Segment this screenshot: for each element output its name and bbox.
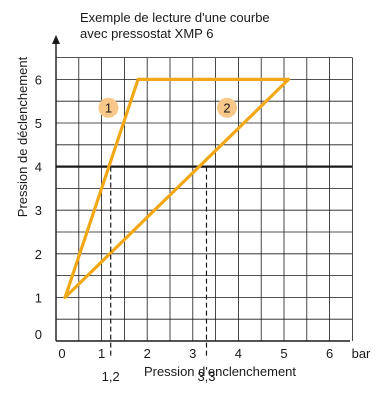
- grid: [56, 57, 353, 341]
- series-line-2: [63, 77, 291, 299]
- x-axis-label: Pression d'enclenchement: [144, 364, 296, 379]
- y-tick-label: 2: [35, 247, 42, 262]
- series-marker-2: [217, 97, 237, 118]
- reading-label: 3,3: [197, 369, 215, 384]
- series-marker-1: [98, 97, 119, 118]
- x-tick-label: 2: [144, 346, 151, 361]
- x-tick-label: 4: [235, 346, 242, 361]
- x-tick-label: 3: [189, 346, 196, 361]
- chart-title-line: avec pressostat XMP 6: [80, 26, 213, 41]
- y-axis-arrow: [52, 35, 60, 44]
- curves: [63, 77, 291, 299]
- series-marker-label-2: 2: [223, 101, 230, 116]
- y-tick-label: 0: [35, 327, 42, 342]
- y-tick-label: 4: [35, 160, 42, 175]
- y-tick-label: 1: [35, 290, 42, 305]
- y-axis-label: Pression de déclenchement: [15, 56, 30, 217]
- series-marker-label-1: 1: [105, 101, 112, 116]
- x-unit-label: bar: [352, 346, 371, 361]
- axes: [52, 35, 350, 342]
- x-tick-label: 5: [280, 346, 287, 361]
- y-tick-label: 5: [35, 116, 42, 131]
- readings: 1,2 3,3: [102, 166, 216, 384]
- x-tick-label: 0: [58, 346, 65, 361]
- y-tick-label: 6: [35, 72, 42, 87]
- reading-label: 1,2: [102, 369, 120, 384]
- x-tick-label: 6: [326, 346, 333, 361]
- series-line-1: [63, 77, 140, 299]
- x-tick-label: 1: [98, 346, 105, 361]
- chart-title-line: Exemple de lecture d'une courbe: [80, 10, 270, 25]
- chart-title: Exemple de lecture d'une courbe avec pres…: [80, 10, 270, 41]
- y-tick-label: 3: [35, 203, 42, 218]
